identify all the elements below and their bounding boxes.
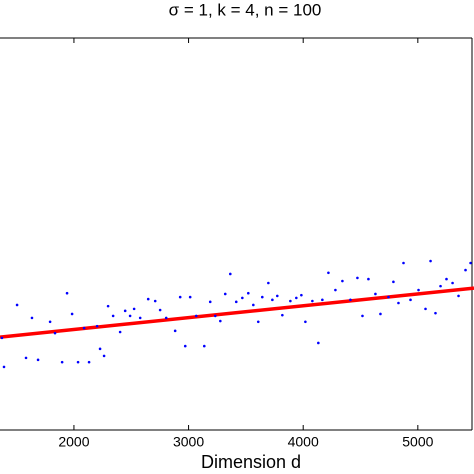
data-point xyxy=(271,298,274,302)
data-point xyxy=(341,279,344,283)
x-tick-label: 2000 xyxy=(58,434,89,450)
data-point xyxy=(374,292,377,296)
fit-line xyxy=(0,286,474,339)
data-point xyxy=(281,313,284,317)
data-point xyxy=(30,316,34,320)
data-point xyxy=(173,329,177,333)
data-point xyxy=(123,309,127,313)
data-point xyxy=(246,291,250,295)
data-point xyxy=(321,298,324,302)
data-point xyxy=(295,296,298,300)
data-point xyxy=(289,299,292,303)
x-tick-label: 5000 xyxy=(402,434,433,450)
data-point xyxy=(70,312,74,316)
data-point xyxy=(409,298,412,302)
data-point xyxy=(87,360,91,364)
data-point xyxy=(457,294,460,298)
data-point xyxy=(311,299,314,303)
data-point xyxy=(146,297,150,301)
x-axis-label: Dimension d xyxy=(201,452,301,472)
data-point xyxy=(469,261,472,265)
data-point xyxy=(304,320,307,324)
data-point xyxy=(36,358,40,362)
data-point xyxy=(53,331,57,335)
data-point xyxy=(267,281,270,285)
data-point xyxy=(164,316,168,320)
data-point xyxy=(208,300,212,304)
data-point xyxy=(317,341,320,345)
data-point xyxy=(158,308,162,312)
data-point xyxy=(397,301,400,305)
data-point xyxy=(0,336,4,340)
data-point xyxy=(387,295,390,299)
data-point xyxy=(445,277,448,281)
data-point xyxy=(24,356,28,360)
data-point xyxy=(223,292,227,296)
data-point xyxy=(132,307,136,311)
data-point xyxy=(275,294,279,298)
data-point xyxy=(327,271,330,275)
data-point xyxy=(367,277,370,281)
data-point xyxy=(111,314,115,318)
data-point xyxy=(356,276,359,280)
chart-title: σ = 1, k = 4, n = 100 xyxy=(169,0,322,19)
x-tick-label: 4000 xyxy=(288,434,319,450)
data-point xyxy=(241,296,244,300)
data-point xyxy=(178,295,182,299)
data-point xyxy=(2,365,6,369)
data-point xyxy=(252,303,255,307)
data-point xyxy=(15,303,19,307)
data-point xyxy=(183,344,187,348)
data-point xyxy=(234,300,238,304)
data-point xyxy=(361,314,364,318)
data-point xyxy=(65,291,69,295)
data-point xyxy=(60,360,64,364)
data-point xyxy=(334,288,337,292)
data-point xyxy=(95,324,99,328)
data-point xyxy=(429,259,432,263)
data-point xyxy=(424,307,427,311)
data-point xyxy=(153,299,157,303)
data-point xyxy=(106,304,110,308)
data-point xyxy=(98,347,102,351)
data-point xyxy=(102,354,106,358)
data-point xyxy=(188,295,192,299)
data-point xyxy=(300,293,303,297)
data-point xyxy=(417,288,420,292)
data-point xyxy=(48,320,52,324)
data-point xyxy=(194,314,198,318)
data-point xyxy=(256,320,260,324)
data-point xyxy=(213,314,217,318)
data-point xyxy=(219,319,222,323)
data-point xyxy=(439,284,442,288)
data-point xyxy=(464,268,467,272)
data-point xyxy=(76,360,80,364)
data-point xyxy=(349,298,352,302)
data-point xyxy=(138,316,142,320)
data-point xyxy=(82,326,86,330)
data-point xyxy=(402,261,405,265)
data-point xyxy=(202,344,206,348)
data-point xyxy=(118,330,122,334)
data-point xyxy=(228,272,232,276)
data-point xyxy=(451,281,454,285)
data-point xyxy=(128,314,132,318)
data-point xyxy=(379,312,382,316)
x-tick-label: 3000 xyxy=(173,434,204,450)
data-point xyxy=(260,295,264,299)
data-point xyxy=(434,311,437,315)
data-point xyxy=(392,280,395,284)
